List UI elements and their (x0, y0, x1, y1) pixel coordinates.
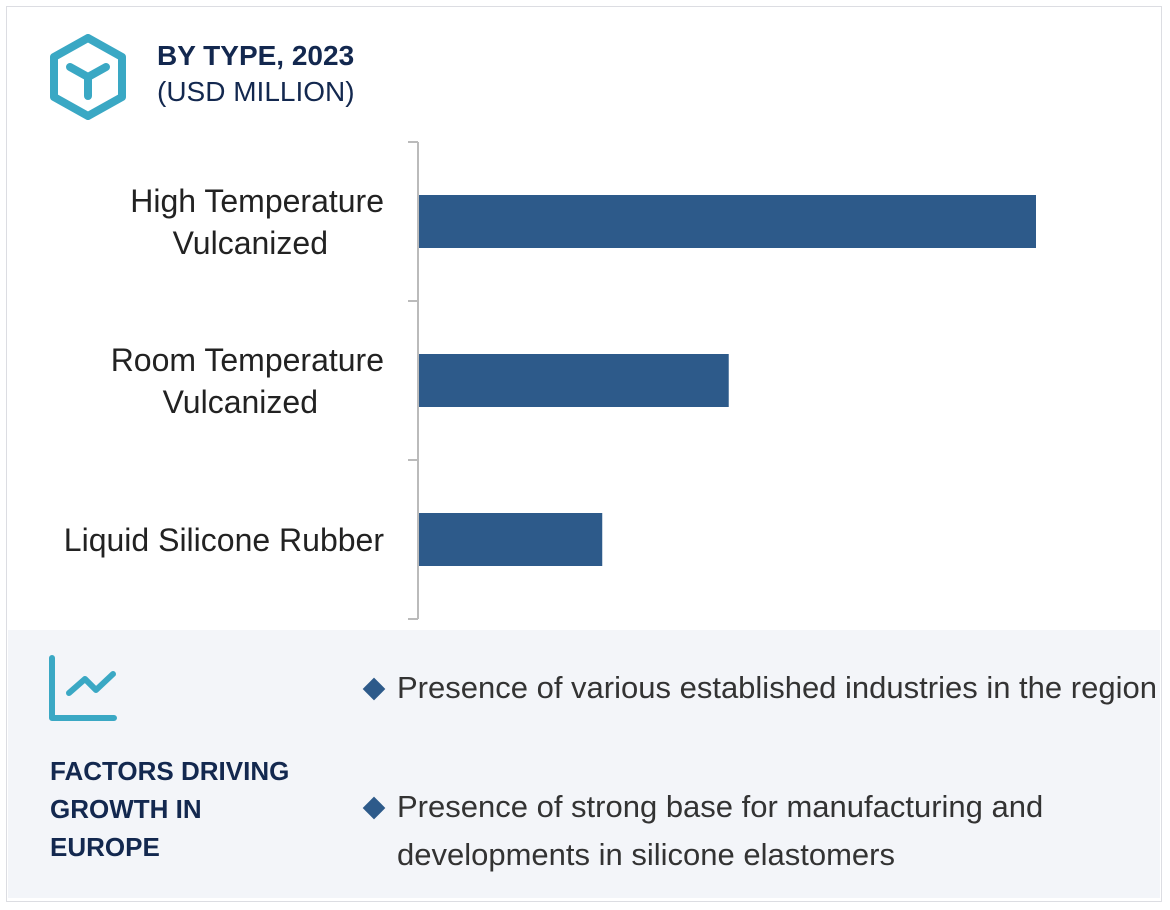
chart-title: BY TYPE, 2023 (157, 40, 355, 71)
cube-icon (50, 34, 126, 120)
factor-text: Presence of strong base for manufacturin… (397, 789, 1044, 872)
category-label: Liquid Silicone Rubber (64, 519, 384, 561)
chart-subtitle: (USD MILLION) (157, 76, 355, 107)
bar (419, 195, 1036, 248)
category-label-line: Vulcanized (162, 383, 318, 420)
bar (419, 513, 603, 566)
bar-chart (408, 141, 1036, 620)
factor-text: Presence of various established industri… (397, 670, 1157, 705)
category-label-line: Room Temperature (110, 341, 384, 378)
category-label-line: Vulcanized (172, 224, 328, 261)
factors-title: FACTORS DRIVING GROWTH IN EUROPE (50, 752, 289, 866)
category-label-line: High Temperature (130, 182, 384, 219)
trend-chart-icon (49, 655, 117, 721)
category-label: Room Temperature Vulcanized (111, 339, 384, 423)
bar (419, 354, 729, 407)
category-label-line: Liquid Silicone Rubber (63, 521, 384, 558)
category-label: High Temperature Vulcanized (130, 180, 384, 264)
factors-title-line: GROWTH IN (50, 794, 202, 824)
factors-panel (8, 630, 1160, 898)
factors-title-line: EUROPE (50, 832, 160, 862)
factors-title-line: FACTORS DRIVING (50, 756, 290, 786)
card-frame (6, 6, 1162, 902)
